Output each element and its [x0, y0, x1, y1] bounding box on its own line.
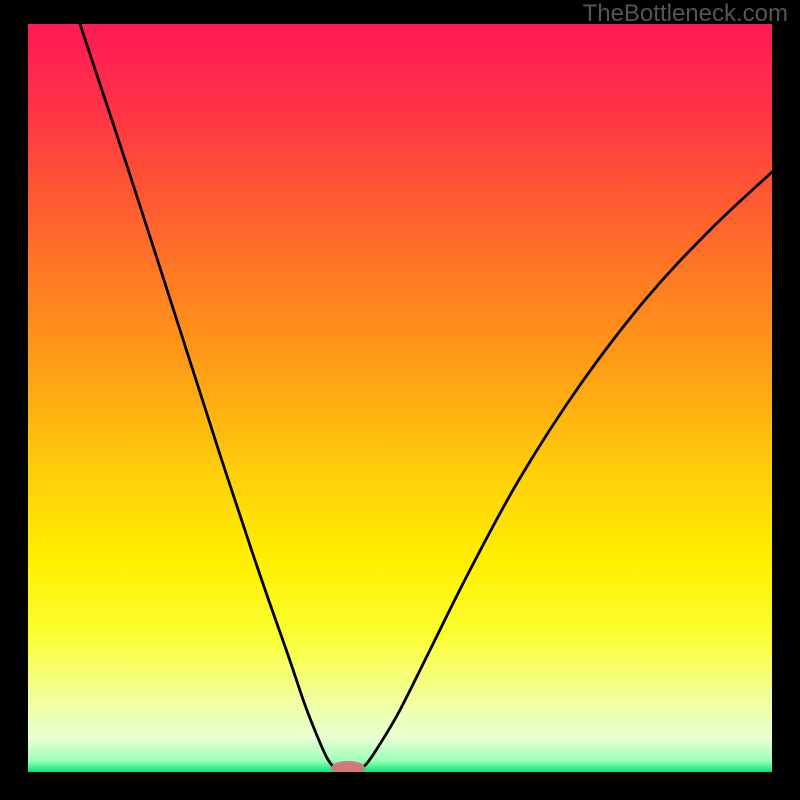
outer-border — [0, 0, 800, 800]
chart-container: TheBottleneck.com — [0, 0, 800, 800]
attribution-text: TheBottleneck.com — [583, 0, 788, 28]
